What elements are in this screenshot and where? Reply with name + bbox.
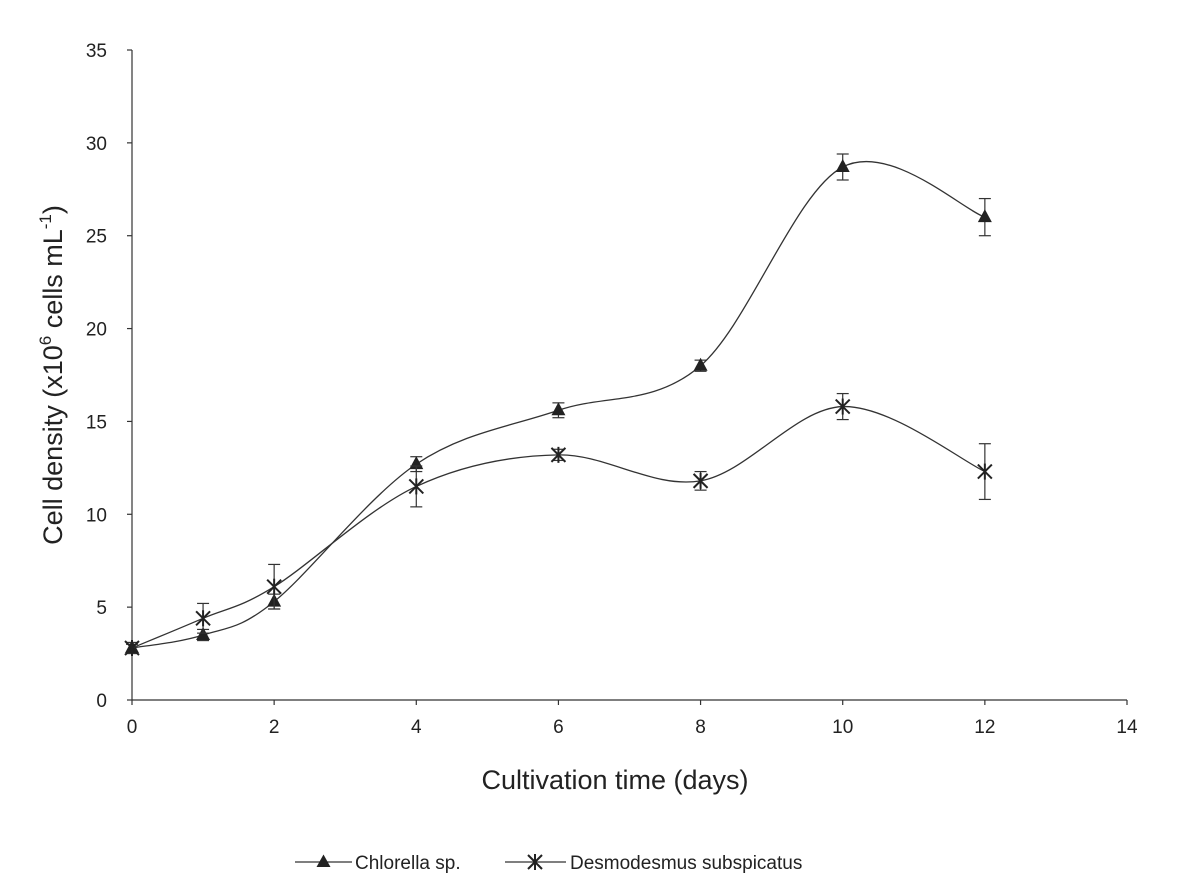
axes xyxy=(131,50,1127,701)
data-point-asterisk xyxy=(124,640,140,656)
legend-marker-triangle xyxy=(316,854,331,867)
x-tick-label: 4 xyxy=(411,717,422,738)
y-axis-ticks: 0 5 10 15 20 25 30 35 xyxy=(86,41,132,712)
x-tick-label: 8 xyxy=(695,717,706,738)
x-tick-label: 14 xyxy=(1116,717,1138,738)
series-line xyxy=(131,405,986,649)
data-point-asterisk xyxy=(977,463,993,480)
y-tick-label: 10 xyxy=(86,505,107,526)
series-layer xyxy=(124,153,993,656)
data-point-asterisk xyxy=(408,478,424,495)
y-axis-title: Cell density (x106 cells mL-1) xyxy=(36,205,68,545)
x-tick-label: 6 xyxy=(553,717,564,738)
y-tick-label: 5 xyxy=(96,598,107,619)
y-tick-label: 15 xyxy=(86,412,107,433)
y-tick-label: 35 xyxy=(86,41,107,62)
series-chlorella xyxy=(125,153,992,653)
data-point-triangle xyxy=(551,402,566,416)
legend-item-desmodesmus: Desmodesmus subspicatus xyxy=(505,853,802,874)
x-axis-title: Cultivation time (days) xyxy=(481,765,748,795)
data-point-asterisk xyxy=(835,398,851,415)
y-tick-label: 20 xyxy=(86,320,107,341)
data-point-asterisk xyxy=(266,578,282,595)
x-tick-label: 0 xyxy=(127,717,138,738)
data-point-triangle xyxy=(835,159,850,172)
data-point-asterisk xyxy=(692,472,709,489)
x-tick-label: 12 xyxy=(974,717,995,738)
legend-marker-asterisk xyxy=(527,854,543,870)
series-desmodesmus xyxy=(124,392,993,656)
data-point-asterisk xyxy=(195,610,211,627)
y-tick-label: 30 xyxy=(86,134,107,155)
legend-label-desmodesmus: Desmodesmus subspicatus xyxy=(570,853,802,874)
data-point-asterisk xyxy=(550,446,567,463)
legend-label-chlorella: Chlorella sp. xyxy=(355,853,461,874)
y-tick-label: 25 xyxy=(86,227,107,248)
legend: Chlorella sp. Desmodesmus subspicatus xyxy=(295,853,802,874)
x-axis-ticks: 0 2 4 6 8 10 12 14 xyxy=(127,700,1138,738)
y-tick-label: 0 xyxy=(96,691,107,712)
data-point-triangle xyxy=(977,209,992,223)
x-tick-label: 2 xyxy=(269,717,280,738)
legend-item-chlorella: Chlorella sp. xyxy=(295,853,461,874)
data-point-triangle xyxy=(693,357,708,371)
x-tick-label: 10 xyxy=(832,717,853,738)
